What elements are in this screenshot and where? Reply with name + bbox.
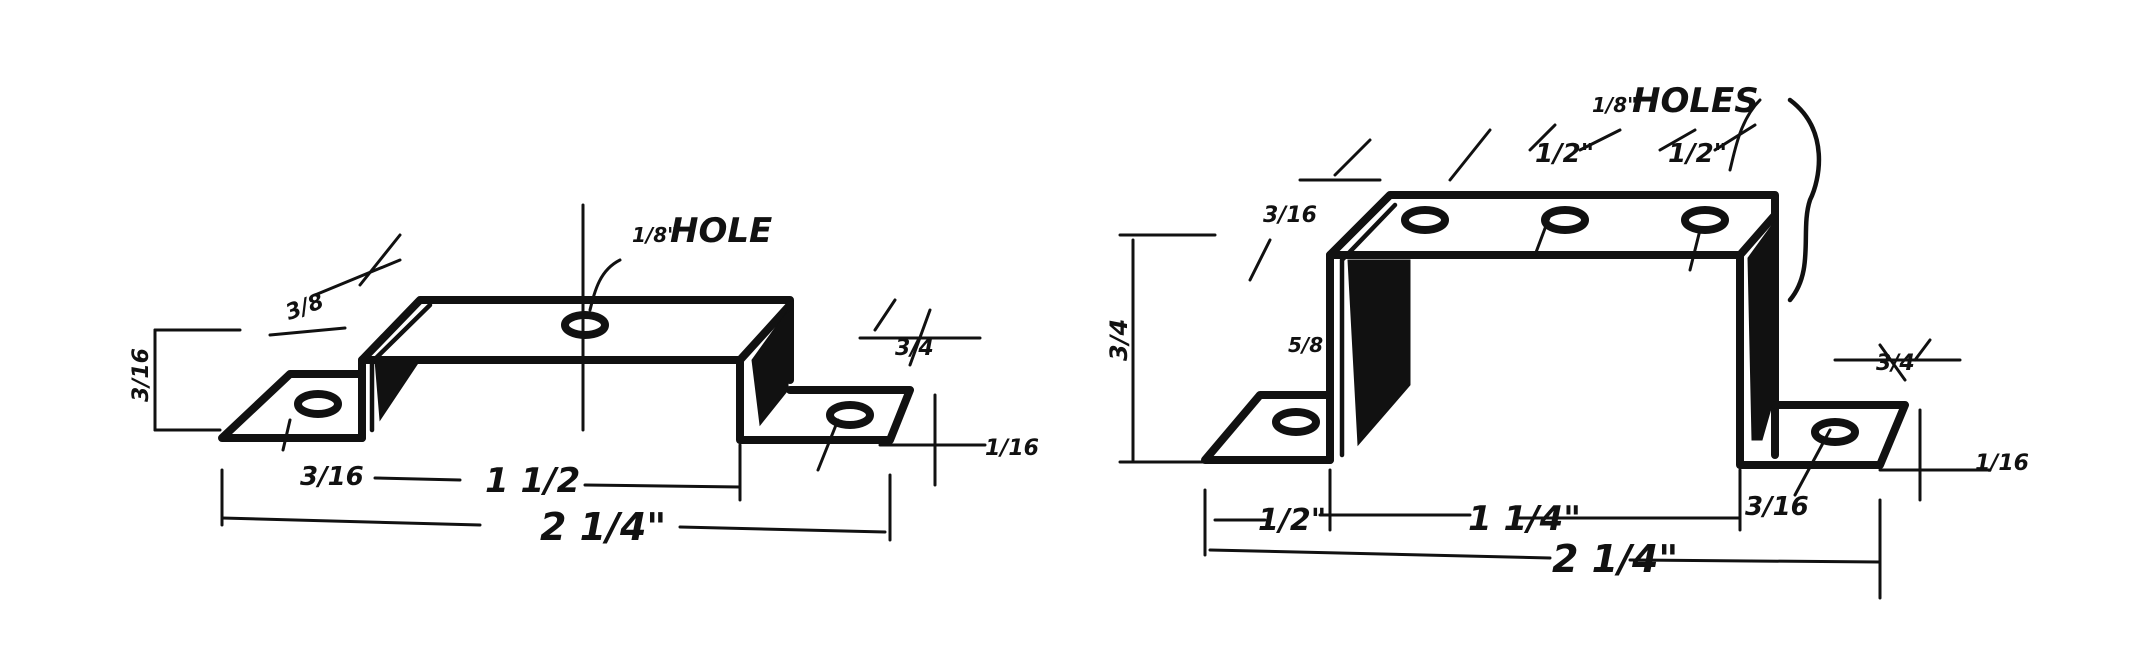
left-bracket-hole-offset: 3/16 [300,462,364,492]
left-bracket-depth: 3/8 [282,289,327,326]
right-bracket-hole-flange-right [1811,418,1859,446]
left-bracket-thickness: 1/16 [985,436,1039,461]
left-bracket-dimensions [153,233,987,542]
left-bracket-body [358,296,794,442]
left-bracket-overall-span: 2 1/4" [540,505,666,549]
left-bracket-shadow-left [374,359,421,422]
right-bracket-holes-label: HOLES [1632,81,1759,121]
right-bracket-dimensions [1118,123,1992,600]
right-bracket-hole-size: 1/8" [1592,93,1638,117]
left-bracket: HOLE 1/8" 1/16 3/16 3/16 3/8 3/4 1 1/2 2… [129,203,1039,549]
left-bracket-hole-1 [294,390,342,418]
left-bracket-hole-3 [826,401,874,429]
left-bracket-shadow-right [751,308,789,427]
left-bracket-height: 3/16 [129,348,154,402]
right-bracket-overall-span: 2 1/4" [1552,537,1678,581]
left-bracket-hole-label: HOLE [670,211,772,251]
right-bracket-hole-top-1 [1401,206,1449,234]
right-bracket-holes-leader [1787,97,1822,303]
right-bracket-inner-height: 5/8 [1288,333,1323,357]
right-bracket-pitch-1: 1/2" [1535,139,1594,169]
right-bracket-shadow-left [1347,259,1411,447]
left-bracket-width: 3/4 [895,336,934,361]
right-bracket-hole-flange-left [1272,408,1320,436]
right-bracket-hole-offset: 3/16 [1745,492,1809,522]
left-bracket-hole-size: 1/8" [632,223,678,247]
right-bracket-height: 3/4 [1105,319,1133,361]
left-bracket-hole-2 [561,311,609,339]
right-bracket-depth: 3/16 [1263,203,1317,228]
right-bracket-hole-top-2 [1541,206,1589,234]
right-bracket-thickness: 1/16 [1975,451,2029,476]
left-bracket-inner-span: 1 1/2 [485,461,580,501]
right-bracket-shadow-right [1747,223,1773,441]
right-bracket: HOLES 1/8" 1/2" 1/2" 3/16 3/4 5/8 1/2" 1… [1105,81,2029,600]
right-bracket-flange-width: 1/2" [1258,503,1326,538]
right-bracket-tab-width: 3/4 [1876,351,1915,376]
right-bracket-pitch-2: 1/2" [1668,139,1727,169]
right-bracket-inner-span: 1 1/4" [1468,499,1581,539]
right-bracket-hole-top-3 [1681,206,1729,234]
right-bracket-body [1326,191,1779,464]
